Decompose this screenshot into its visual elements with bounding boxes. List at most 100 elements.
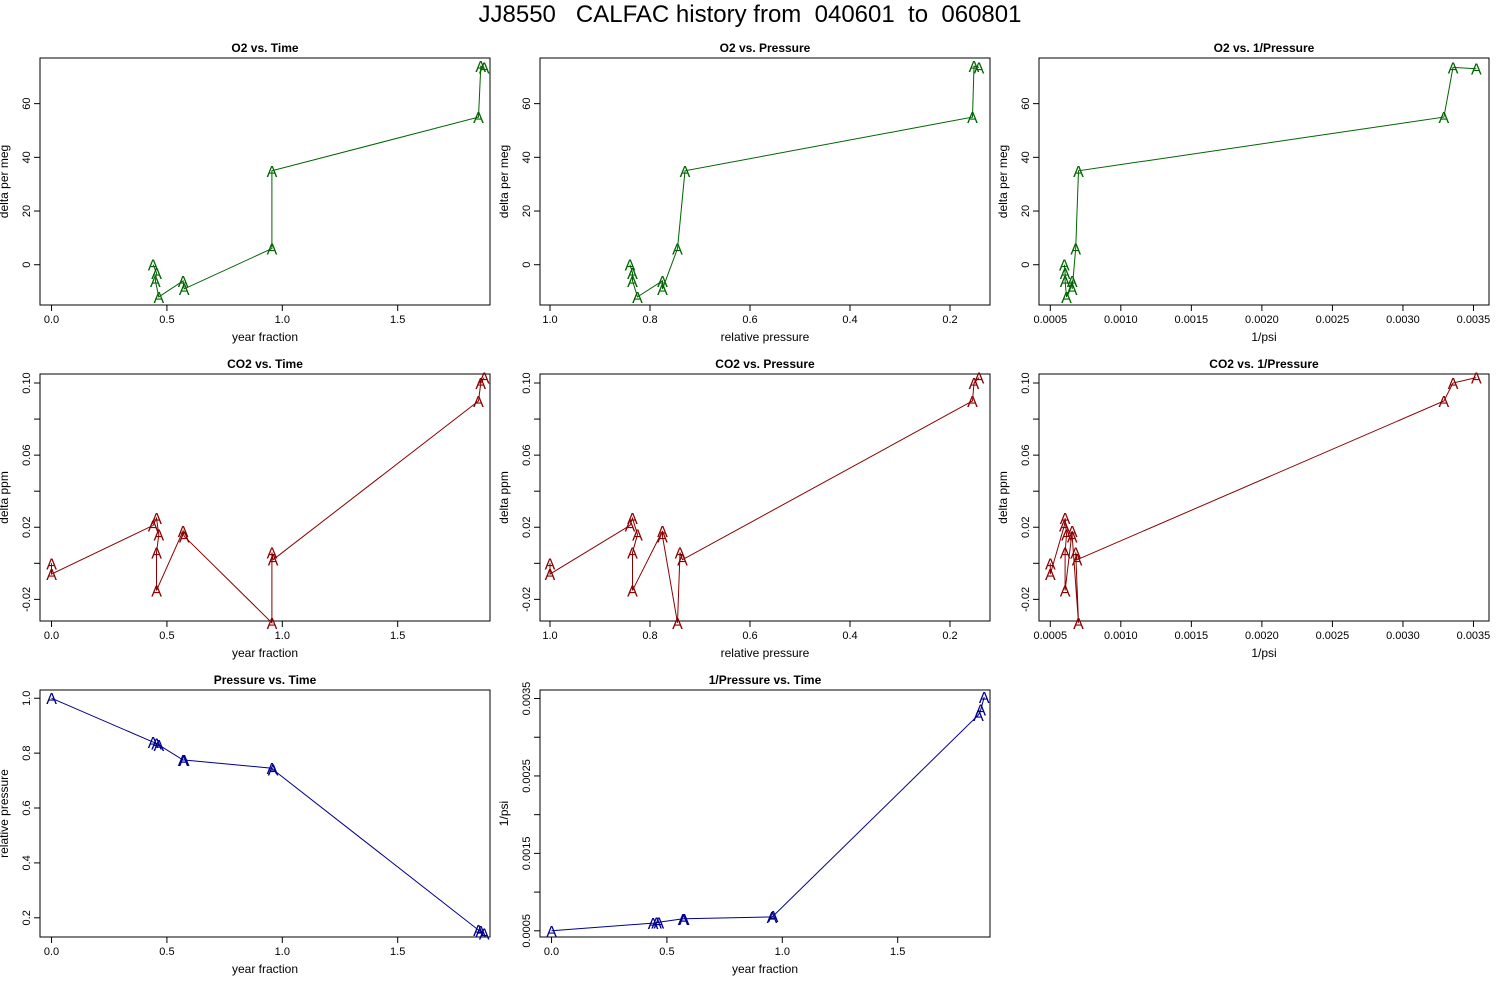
data-point: A (672, 616, 683, 633)
plot-frame (39, 373, 491, 622)
chart-title: CO2 vs. 1/Pressure (1209, 357, 1319, 371)
x-tick-label: 1.0 (275, 946, 290, 958)
data-point: A (151, 511, 162, 528)
x-tick-label: 0.5 (159, 630, 174, 642)
chart-title: O2 vs. Pressure (720, 41, 811, 55)
data-point: A (680, 164, 691, 181)
x-axis-label: year fraction (232, 962, 298, 976)
data-point: A (657, 529, 668, 546)
x-tick-label: 0.0005 (1033, 314, 1067, 326)
data-point: A (1067, 524, 1078, 541)
data-point: A (1070, 545, 1081, 562)
data-point: A (654, 915, 665, 932)
x-tick-label: 0.4 (842, 630, 857, 642)
x-tick-label: 0.0020 (1245, 630, 1279, 642)
series-line (152, 65, 485, 298)
data-point: A (678, 912, 689, 929)
x-tick-label: 1.0 (275, 314, 290, 326)
x-tick-label: 0.0035 (1457, 630, 1491, 642)
series-line (51, 697, 485, 935)
y-axis-label: relative pressure (0, 769, 11, 858)
data-point: A (627, 545, 638, 562)
data-point: A (148, 518, 159, 535)
data-point: A (151, 583, 162, 600)
data-point: A (974, 371, 985, 388)
x-tick-label: 0.8 (642, 314, 657, 326)
x-tick-label: 0.0010 (1104, 314, 1138, 326)
data-point: A (178, 753, 189, 770)
data-point: A (1439, 394, 1450, 411)
x-tick-label: 0.5 (659, 946, 674, 958)
data-point: A (1073, 616, 1084, 633)
chart-panel-co2-pressure: CO2 vs. Pressure 1.0 0.8 0.6 0.4 0.2 relative … (497, 357, 991, 660)
data-point: A (1060, 545, 1071, 562)
chart-title: CO2 vs. Time (227, 357, 303, 371)
data-point: A (967, 110, 978, 127)
y-tick-label: -0.02 (521, 587, 533, 612)
x-tick-label: 0.0 (44, 946, 59, 958)
data-point: A (973, 708, 984, 725)
x-tick-label: 0.0 (544, 946, 559, 958)
data-point: A (268, 553, 279, 570)
chart-title: O2 vs. Time (231, 41, 298, 55)
plot-frame (539, 57, 991, 306)
y-tick-label: 0.10 (21, 372, 33, 393)
x-tick-label: 0.0025 (1316, 314, 1350, 326)
y-tick-label: 60 (521, 98, 533, 110)
x-tick-label: 1.0 (542, 314, 557, 326)
data-point: A (974, 60, 985, 77)
y-tick-label: 0.8 (21, 745, 33, 760)
data-point: A (46, 556, 57, 573)
plot-frame (1038, 57, 1490, 306)
chart-panel-invpressure-time: 1/Pressure vs. Time 0.0 0.5 1.0 1.5 year frac… (497, 673, 991, 976)
series-line (1049, 377, 1477, 623)
y-tick-label: 0.4 (21, 855, 33, 870)
y-tick-label: 60 (1020, 98, 1032, 110)
data-point: A (651, 916, 662, 933)
chart-panel-o2-time: O2 vs. Time 0.0 0.5 1.0 1.5 year fraction 0 20 4… (0, 41, 491, 344)
data-point: A (479, 60, 490, 77)
data-point: A (154, 527, 165, 544)
data-point: A (178, 524, 189, 541)
y-tick-label: 0.0005 (521, 914, 533, 948)
y-axis-label: delta per meg (996, 145, 1010, 218)
data-point: A (150, 274, 161, 291)
data-point: A (967, 394, 978, 411)
data-point: A (1448, 376, 1459, 393)
x-tick-label: 1.0 (275, 630, 290, 642)
data-point: A (1067, 529, 1078, 546)
data-point: A (1060, 266, 1071, 283)
y-axis-label: delta ppm (497, 471, 511, 524)
data-point: A (479, 927, 490, 944)
plot-frame (539, 373, 991, 622)
data-point: A (657, 524, 668, 541)
data-point: A (179, 282, 190, 299)
data-point: A (546, 924, 557, 941)
data-point: A (1061, 527, 1072, 544)
x-axis-label: 1/psi (1251, 330, 1276, 344)
data-point: A (627, 511, 638, 528)
data-point: A (479, 371, 490, 388)
x-axis-label: year fraction (232, 330, 298, 344)
x-tick-label: 0.0035 (1457, 314, 1491, 326)
x-axis-label: relative pressure (721, 330, 810, 344)
y-tick-label: 20 (21, 205, 33, 217)
data-point: A (1070, 242, 1081, 259)
data-point: A (268, 763, 279, 780)
y-tick-label: 0.02 (521, 517, 533, 538)
data-point: A (46, 567, 57, 584)
y-tick-label: 40 (21, 151, 33, 163)
y-tick-label: 0.06 (521, 444, 533, 465)
chart-panel-co2-invpressure: CO2 vs. 1/Pressure 0.0005 0.0010 0.0015 0.00… (996, 357, 1490, 660)
data-point: A (632, 290, 643, 307)
y-tick-label: 40 (1020, 151, 1032, 163)
data-point: A (267, 616, 278, 633)
data-point: A (473, 923, 484, 940)
data-point: A (1060, 583, 1071, 600)
data-point: A (1067, 274, 1078, 291)
x-tick-label: 0.5 (159, 946, 174, 958)
x-tick-label: 1.5 (890, 946, 905, 958)
data-point: A (768, 909, 779, 926)
